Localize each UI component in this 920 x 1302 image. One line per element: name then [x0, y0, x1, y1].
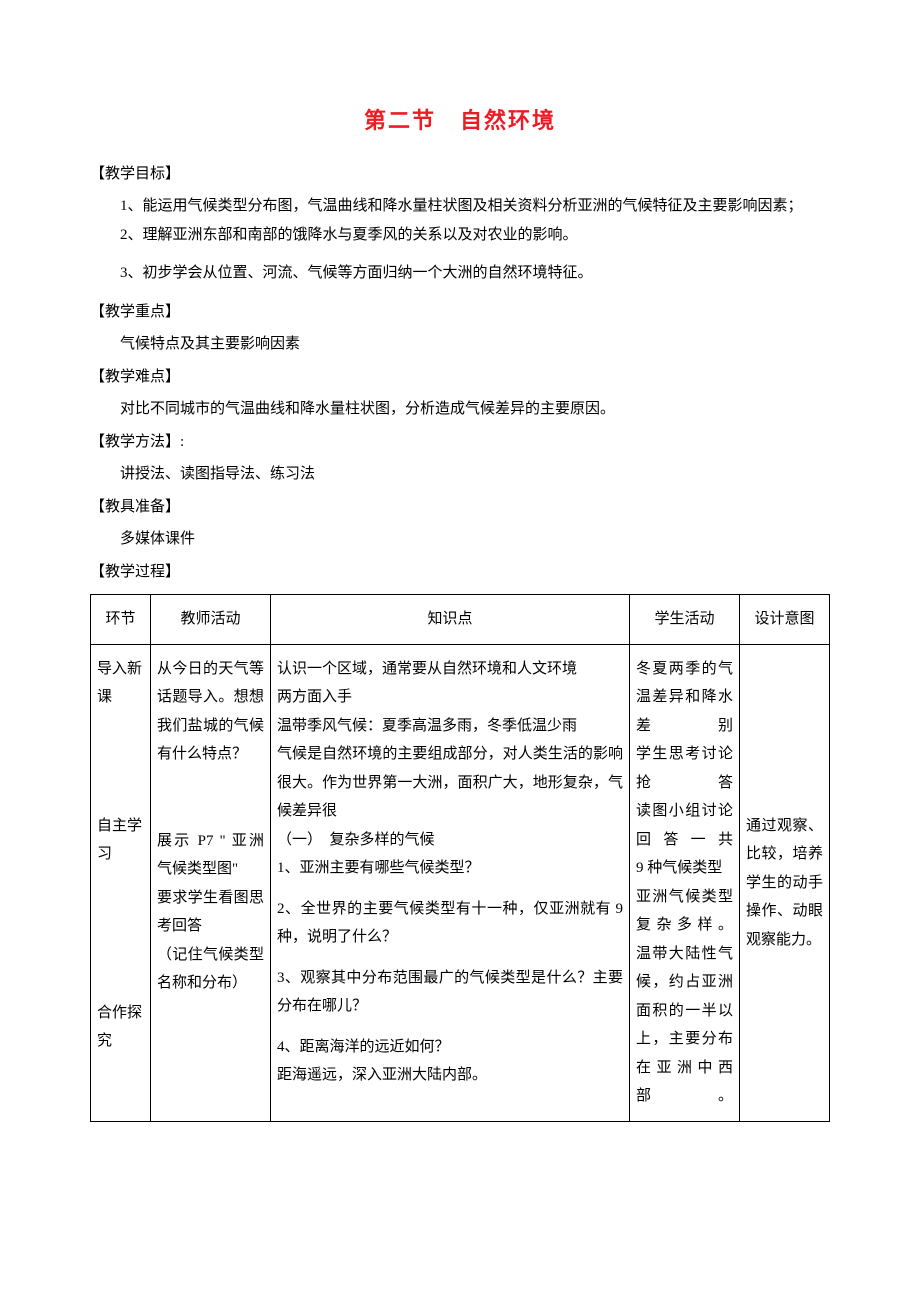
knowledge-k9: 4、距离海洋的远近如何？: [277, 1033, 623, 1062]
focus-label: 【教学重点】: [90, 298, 830, 327]
objective-1: 1、能运用气候类型分布图，气温曲线和降水量柱状图及相关资料分析亚洲的气候特征及主…: [90, 192, 830, 221]
cell-knowledge: 认识一个区域，通常要从自然环境和人文环境 两方面入手 温带季风气候：夏季高温多雨…: [271, 644, 630, 1121]
design-text: 通过观察、比较，培养学生的动手操作、动眼观察能力。: [746, 812, 823, 955]
process-label: 【教学过程】: [90, 558, 830, 587]
table-body-row: 导入新课 自主学习 合作探究 从今日的天气等话题导入。想想我们盐城的气候有什么特…: [91, 644, 830, 1121]
objective-3: 3、初步学会从位置、河流、气候等方面归纳一个大洲的自然环境特征。: [90, 259, 830, 288]
teacher-p1: 从今日的天气等话题导入。想想我们盐城的气候有什么特点？: [157, 655, 264, 769]
method-text: 讲授法、读图指导法、练习法: [120, 460, 830, 489]
cell-stage: 导入新课 自主学习 合作探究: [91, 644, 151, 1121]
stage-2: 自主学习: [97, 812, 144, 869]
student-s4: 9 种气候类型: [636, 854, 733, 883]
difficulty-text: 对比不同城市的气温曲线和降水量柱状图，分析造成气候差异的主要原因。: [120, 395, 830, 424]
cell-design: 通过观察、比较，培养学生的动手操作、动眼观察能力。: [740, 644, 830, 1121]
knowledge-k4: 气候是自然环境的主要组成部分，对人类生活的影响很大。作为世界第一大洲，面积广大，…: [277, 740, 623, 826]
knowledge-k10: 距海遥远，深入亚洲大陆内部。: [277, 1061, 623, 1090]
method-label: 【教学方法】:: [90, 428, 830, 457]
knowledge-k7: 2、全世界的主要气候类型有十一种，仅亚洲就有 9 种，说明了什么？: [277, 895, 623, 952]
knowledge-k8: 3、观察其中分布范围最广的气候类型是什么？主要分布在哪儿？: [277, 964, 623, 1021]
student-s1: 冬夏两季的气温差异和降水差别: [636, 655, 733, 741]
knowledge-k2: 两方面入手: [277, 683, 623, 712]
th-stage: 环节: [91, 595, 151, 645]
tools-text: 多媒体课件: [120, 525, 830, 554]
knowledge-k6: 1、亚洲主要有哪些气候类型？: [277, 854, 623, 883]
page-title: 第二节 自然环境: [90, 100, 830, 142]
student-s3: 读图小组讨论回答一共: [636, 797, 733, 854]
knowledge-k3: 温带季风气候：夏季高温多雨，冬季低温少雨: [277, 712, 623, 741]
objective-2: 2、理解亚洲东部和南部的饿降水与夏季风的关系以及对农业的影响。: [90, 221, 830, 250]
knowledge-k5: （一） 复杂多样的气候: [277, 826, 623, 855]
focus-text: 气候特点及其主要影响因素: [120, 330, 830, 359]
knowledge-k1: 认识一个区域，通常要从自然环境和人文环境: [277, 655, 623, 684]
objectives-label: 【教学目标】: [90, 160, 830, 189]
lesson-plan-table: 环节 教师活动 知识点 学生活动 设计意图 导入新课 自主学习 合作探究 从今日…: [90, 594, 830, 1122]
th-student: 学生活动: [630, 595, 740, 645]
table-header-row: 环节 教师活动 知识点 学生活动 设计意图: [91, 595, 830, 645]
th-knowledge: 知识点: [271, 595, 630, 645]
student-s2: 学生思考讨论抢答: [636, 740, 733, 797]
difficulty-label: 【教学难点】: [90, 363, 830, 392]
teacher-p2c: （记住气候类型名称和分布）: [157, 941, 264, 998]
stage-1: 导入新课: [97, 655, 144, 712]
cell-teacher: 从今日的天气等话题导入。想想我们盐城的气候有什么特点？ 展示 P7 " 亚洲气候…: [151, 644, 271, 1121]
th-teacher: 教师活动: [151, 595, 271, 645]
teacher-p2a: 展示 P7 " 亚洲气候类型图": [157, 827, 264, 884]
stage-3: 合作探究: [97, 999, 144, 1056]
cell-student: 冬夏两季的气温差异和降水差别 学生思考讨论抢答 读图小组讨论回答一共 9 种气候…: [630, 644, 740, 1121]
tools-label: 【教具准备】: [90, 493, 830, 522]
th-design: 设计意图: [740, 595, 830, 645]
student-s6: 温带大陆性气候，约占亚洲面积的一半以上，主要分布在亚洲中西部。: [636, 940, 733, 1111]
student-s5: 亚洲气候类型复杂多样。: [636, 883, 733, 940]
teacher-p2b: 要求学生看图思考回答: [157, 884, 264, 941]
